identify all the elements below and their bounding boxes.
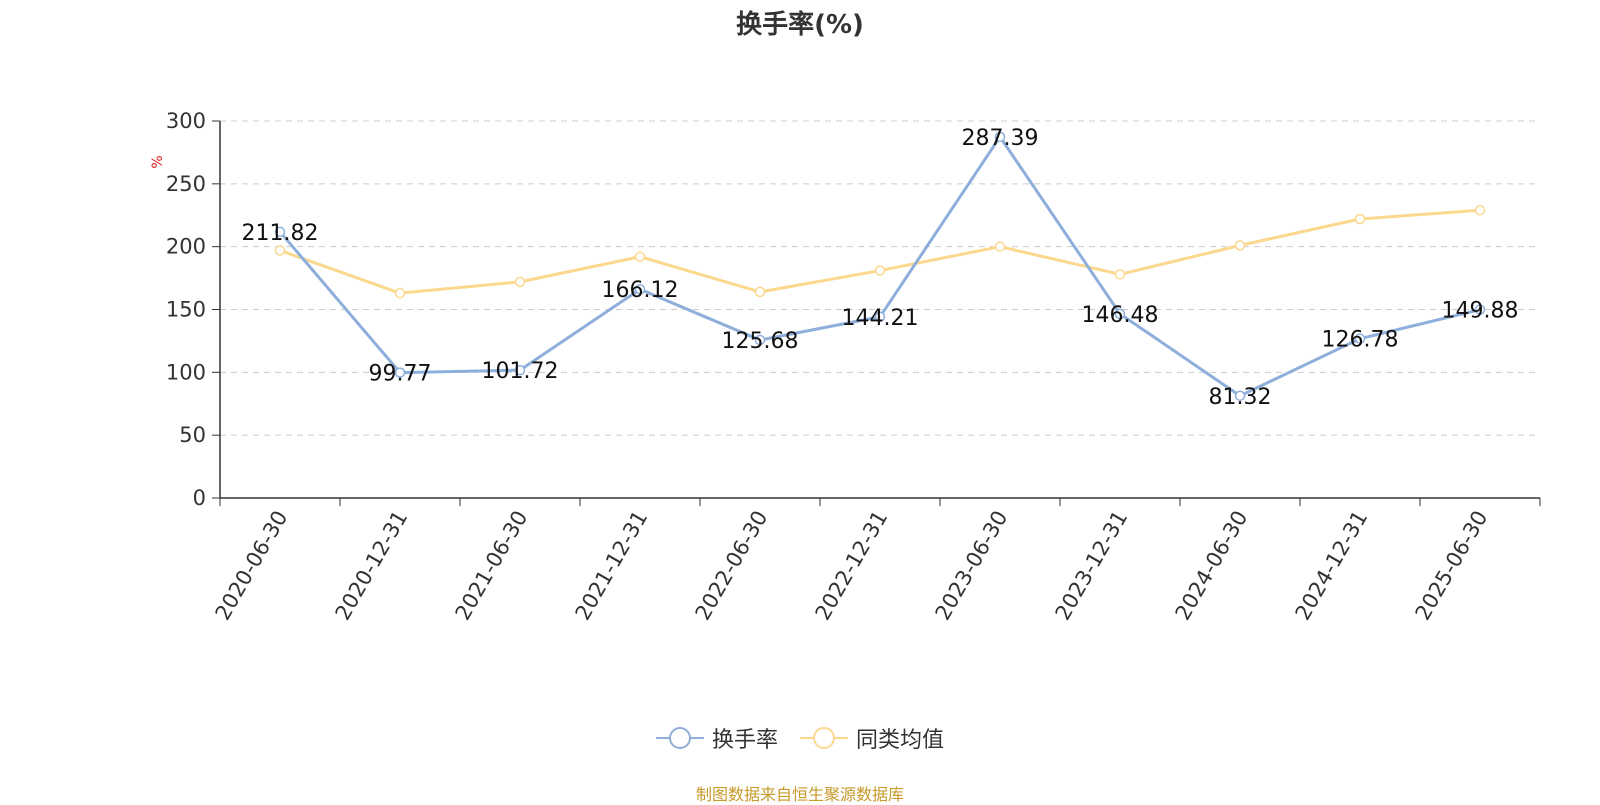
legend: 换手率 同类均值 — [0, 722, 1600, 754]
data-point-peer-average — [1354, 213, 1366, 225]
y-tick-label: 100 — [166, 360, 206, 384]
x-tick-label: 2024-12-31 — [1291, 507, 1373, 625]
x-tick-label: 2021-06-30 — [451, 507, 533, 625]
data-label: 211.82 — [242, 221, 319, 246]
series-line-peer-average — [279, 208, 1481, 295]
data-point-peer-average — [874, 265, 886, 276]
data-label: 126.78 — [1322, 328, 1399, 353]
data-point-turnover — [394, 367, 406, 378]
data-point-turnover — [514, 364, 526, 376]
legend-label-peer-average: 同类均值 — [856, 728, 945, 753]
data-point-peer-average — [274, 245, 286, 256]
data-point-peer-average — [754, 286, 766, 298]
data-point-turnover — [754, 334, 766, 346]
legend-item-peer-average[interactable]: 同类均值 — [800, 722, 944, 754]
data-point-turnover — [1354, 333, 1366, 344]
data-label: 125.68 — [722, 329, 799, 354]
data-point-peer-average — [394, 287, 406, 299]
data-point-turnover — [1474, 304, 1486, 315]
x-tick-label: 2022-06-30 — [691, 507, 773, 625]
data-label: 81.32 — [1209, 385, 1272, 410]
data-label: 149.88 — [1442, 299, 1519, 324]
data-point-turnover — [1114, 308, 1126, 320]
data-point-peer-average — [1234, 240, 1246, 251]
y-tick-label: 300 — [166, 109, 206, 133]
data-label: 101.72 — [482, 359, 559, 384]
y-axis-unit-label: % — [150, 155, 166, 168]
legend-label-turnover: 换手率 — [711, 728, 778, 753]
source-note: 制图数据来自恒生聚源数据库 — [695, 785, 904, 804]
y-tick-label: 50 — [179, 423, 206, 447]
chart-title: 换手率(%) — [736, 10, 864, 40]
data-point-peer-average — [634, 251, 646, 262]
legend-line-circle-icon — [800, 727, 848, 749]
data-point-turnover — [634, 283, 646, 295]
data-label: 287.39 — [962, 126, 1039, 151]
x-tick-label: 2021-12-31 — [571, 507, 653, 625]
data-point-turnover — [1234, 390, 1246, 402]
data-label: 166.12 — [602, 278, 679, 303]
y-tick-label: 0 — [193, 486, 206, 510]
x-tick-label: 2025-06-30 — [1411, 507, 1493, 625]
data-label: 144.21 — [842, 306, 919, 331]
legend-item-turnover[interactable]: 换手率 — [655, 722, 778, 754]
data-point-peer-average — [994, 241, 1006, 252]
data-label: 146.48 — [1082, 303, 1159, 328]
x-tick-label: 2020-12-31 — [331, 507, 413, 625]
x-tick-label: 2022-12-31 — [811, 507, 893, 625]
y-tick-label: 250 — [166, 172, 206, 196]
data-point-peer-average — [1114, 269, 1126, 280]
data-label: 99.77 — [369, 362, 432, 387]
x-tick-label: 2023-06-30 — [931, 507, 1013, 625]
data-point-turnover — [874, 311, 886, 323]
data-point-peer-average — [514, 276, 526, 288]
data-point-turnover — [274, 226, 286, 238]
data-point-turnover — [994, 131, 1006, 143]
data-point-peer-average — [1474, 204, 1486, 216]
x-tick-label: 2024-06-30 — [1171, 507, 1253, 625]
legend-line-circle-icon — [655, 727, 704, 749]
x-tick-label: 2023-12-31 — [1051, 507, 1133, 625]
y-tick-label: 150 — [166, 298, 206, 322]
y-tick-label: 200 — [166, 235, 206, 259]
x-tick-label: 2020-06-30 — [211, 507, 293, 625]
